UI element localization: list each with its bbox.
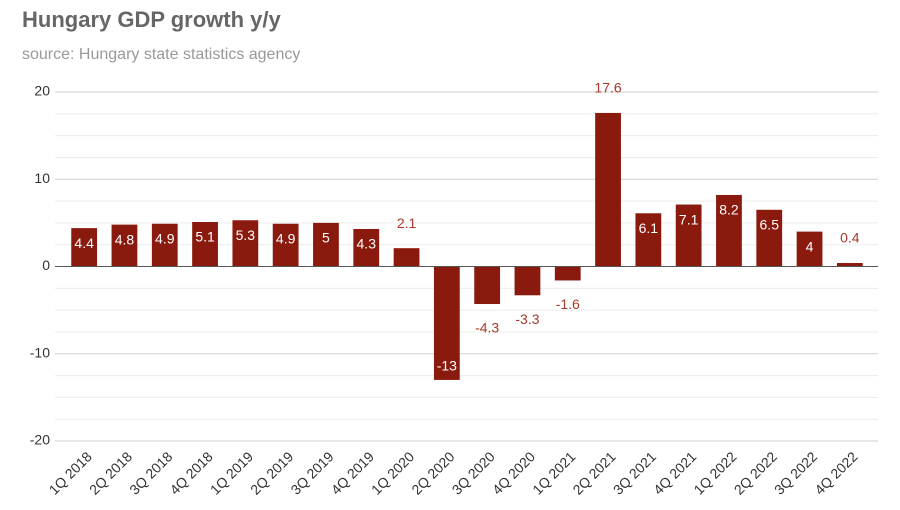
data-label: 5 (322, 230, 330, 246)
bar (111, 224, 138, 267)
bar (716, 194, 742, 267)
data-label: 7.1 (679, 211, 699, 227)
bar (433, 266, 460, 380)
x-tick-label: 1Q 2020 (368, 448, 417, 497)
bar (514, 266, 541, 296)
x-tick-label: 2Q 2021 (569, 448, 618, 497)
data-label: 5.3 (236, 227, 256, 243)
y-tick-label: -10 (30, 344, 50, 360)
x-tick-label: 2Q 2018 (86, 448, 135, 497)
x-tick-label: 3Q 2021 (610, 448, 659, 497)
data-label: 4.3 (357, 236, 377, 252)
bar (595, 112, 621, 267)
data-label: -1.6 (556, 296, 580, 312)
chart-subtitle: source: Hungary state statistics agency (22, 46, 300, 63)
bar (192, 222, 218, 267)
x-tick-label: 4Q 2022 (811, 448, 860, 497)
y-tick-label: -20 (30, 432, 50, 448)
x-tick-label: 1Q 2021 (529, 448, 578, 497)
x-tick-label: 3Q 2018 (126, 448, 175, 497)
x-tick-label: 4Q 2019 (328, 448, 377, 497)
x-tick-label: 2Q 2022 (731, 448, 780, 497)
data-label: 4.8 (115, 231, 135, 247)
data-label: 6.5 (760, 216, 780, 232)
data-label: 4.9 (276, 230, 296, 246)
x-tick-label: 1Q 2022 (690, 448, 739, 497)
bar (635, 213, 662, 267)
data-label: -3.3 (515, 311, 539, 327)
bar (836, 263, 863, 267)
y-tick-label: 20 (34, 83, 50, 99)
bar (393, 248, 420, 267)
x-tick-label: 1Q 2018 (46, 448, 95, 497)
bar (232, 220, 259, 267)
x-tick-label: 1Q 2019 (207, 448, 256, 497)
bar (675, 204, 702, 267)
data-label: -13 (437, 358, 457, 374)
x-tick-label: 2Q 2019 (247, 448, 296, 497)
data-label: -4.3 (475, 320, 499, 336)
data-label: 17.6 (594, 80, 621, 96)
bar (313, 222, 339, 267)
data-label: 4.9 (155, 230, 175, 246)
bar (474, 266, 501, 305)
x-tick-label: 3Q 2022 (771, 448, 820, 497)
data-label: 0.4 (840, 230, 860, 246)
bar (796, 231, 823, 267)
data-label: 8.2 (719, 202, 739, 218)
x-tick-label: 4Q 2020 (489, 448, 538, 497)
bar (272, 223, 299, 267)
bar (554, 266, 581, 281)
chart-title: Hungary GDP growth y/y (22, 7, 282, 32)
bar (71, 228, 98, 267)
x-tick-label: 2Q 2020 (408, 448, 457, 497)
x-tick-label: 4Q 2021 (650, 448, 699, 497)
x-tick-label: 4Q 2018 (166, 448, 215, 497)
y-tick-label: 10 (34, 170, 50, 186)
x-tick-label: 3Q 2020 (449, 448, 498, 497)
data-label: 2.1 (397, 215, 417, 231)
y-tick-label: 0 (42, 257, 50, 273)
data-label: 4.4 (74, 235, 94, 251)
bar (756, 209, 783, 267)
data-label: 4 (806, 238, 814, 254)
bar (151, 223, 178, 267)
data-label: 6.1 (639, 220, 659, 236)
data-label: 5.1 (195, 229, 215, 245)
bar (353, 228, 380, 267)
x-tick-label: 3Q 2019 (287, 448, 336, 497)
